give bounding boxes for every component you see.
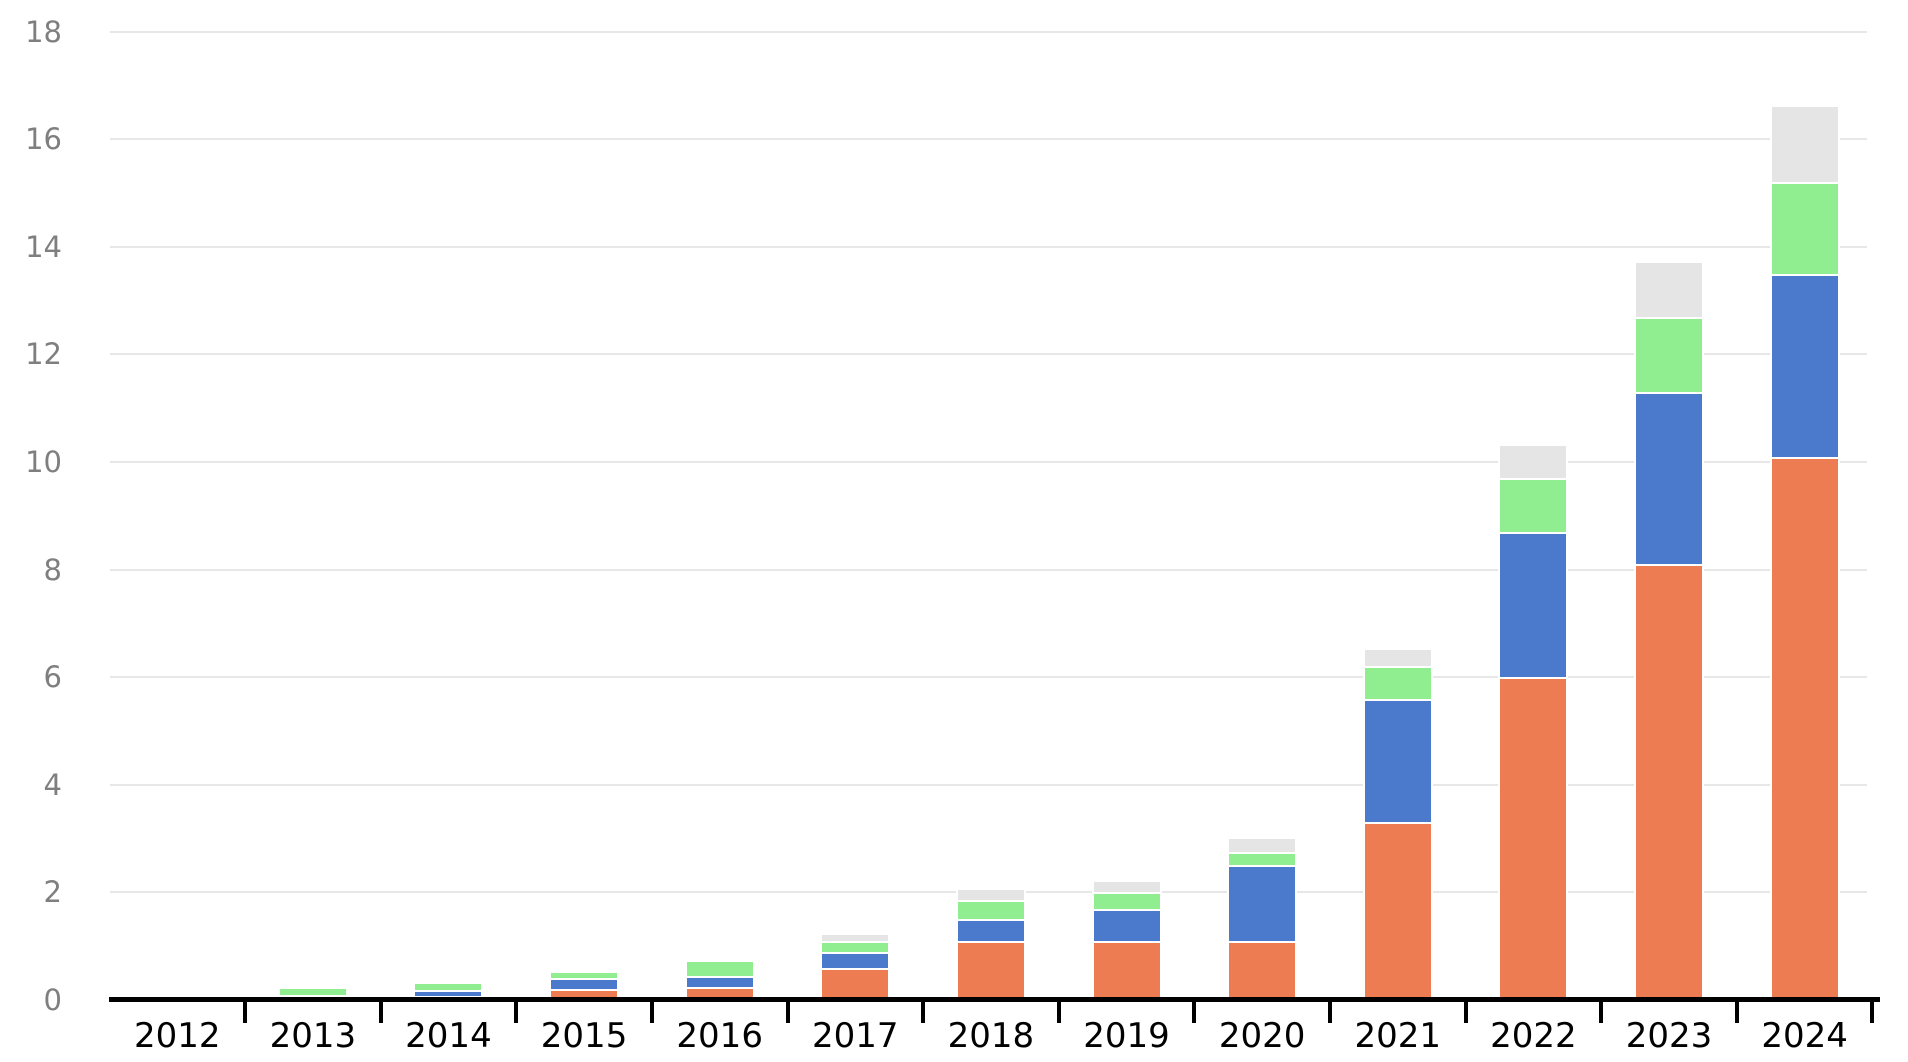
x-axis-tick-13 [1870,1000,1875,1023]
bar-segment-blue-2015 [551,978,618,990]
bar-segment-blue-2019 [1093,908,1160,941]
x-axis-tick-1 [243,1000,248,1023]
gridline-12 [110,353,1868,356]
y-axis-label-8: 8 [43,552,62,587]
x-axis-label-2023: 2023 [1625,1016,1713,1056]
bar-segment-orange-2019 [1093,940,1160,1000]
bar-segment-green-2022 [1500,478,1567,532]
bar-segment-blue-2013 [279,994,346,999]
bar-segment-orange-2017 [822,967,889,1000]
bar-segment-blue-2020 [1229,865,1296,941]
x-axis-label-2022: 2022 [1490,1016,1577,1056]
bar-segment-orange-2022 [1500,677,1567,1000]
x-axis-label-2017: 2017 [812,1016,899,1056]
x-axis-tick-8 [1192,1000,1197,1023]
bar-segment-green-2015 [551,973,618,979]
y-axis-label-6: 6 [43,660,62,695]
x-axis-tick-9 [1327,1000,1332,1023]
x-axis-tick-12 [1734,1000,1739,1023]
x-axis-label-2018: 2018 [947,1016,1035,1056]
x-axis-label-2012: 2012 [133,1016,221,1056]
bar-segment-gray-2019 [1093,881,1160,893]
bar-segment-blue-2017 [822,951,889,968]
x-axis-tick-2 [378,1000,383,1023]
y-axis-label-10: 10 [25,445,62,479]
x-axis-label-2015: 2015 [540,1016,628,1056]
bar-segment-blue-2024 [1771,273,1838,457]
bar-segment-green-2013 [279,989,346,995]
x-axis-label-2014: 2014 [405,1016,492,1056]
x-axis-tick-3 [514,1000,519,1023]
bar-segment-orange-2018 [957,940,1024,1000]
gridline-10 [110,461,1868,463]
y-axis-label-2: 2 [43,875,62,910]
bar-segment-orange-2024 [1771,456,1838,1000]
x-axis-label-2016: 2016 [676,1016,763,1056]
gridline-16 [110,138,1868,141]
bar-segment-blue-2018 [957,919,1024,941]
x-axis-label-2020: 2020 [1218,1016,1306,1056]
bar-segment-gray-2024 [1771,106,1838,183]
bar-segment-green-2019 [1093,892,1160,909]
x-axis-label-2013: 2013 [269,1016,357,1056]
x-axis-line [109,997,1881,1002]
y-axis-label-0: 0 [43,983,62,1017]
gridline-4 [110,783,1868,786]
y-axis-label-14: 14 [25,229,62,264]
bar-segment-orange-2023 [1636,564,1703,1000]
bar-segment-orange-2021 [1364,822,1431,1000]
y-axis-label-12: 12 [25,337,62,372]
bar-segment-gray-2018 [957,889,1024,901]
x-axis-tick-10 [1463,1000,1468,1023]
bar-segment-orange-2020 [1229,940,1296,1000]
x-axis-label-2021: 2021 [1354,1016,1442,1056]
bar-segment-gray-2023 [1636,262,1703,317]
bar-segment-green-2023 [1636,316,1703,393]
x-axis-tick-5 [785,1000,790,1023]
bar-segment-green-2017 [822,940,889,952]
bar-segment-blue-2022 [1500,531,1567,678]
bar-segment-gray-2017 [822,935,889,941]
gridline-6 [110,676,1868,679]
bar-segment-blue-2021 [1364,698,1431,823]
bar-segment-blue-2014 [415,989,482,996]
bar-segment-green-2020 [1229,852,1296,866]
bar-segment-gray-2021 [1364,650,1431,667]
y-axis-label-18: 18 [25,14,62,49]
bar-segment-green-2021 [1364,666,1431,699]
x-axis-tick-6 [921,1000,926,1023]
bar-segment-blue-2016 [686,975,753,987]
bar-segment-gray-2022 [1500,445,1567,479]
y-axis-label-4: 4 [43,767,62,802]
y-axis-label-16: 16 [25,122,62,157]
bar-segment-orange-2016 [686,986,753,1000]
bar-segment-orange-2015 [551,989,618,1000]
gridline-14 [110,245,1868,248]
gridline-18 [110,30,1868,33]
bar-segment-blue-2023 [1636,392,1703,565]
gridline-8 [110,568,1868,571]
x-axis-label-2024: 2024 [1761,1016,1848,1056]
x-axis-tick-4 [649,1000,654,1023]
x-axis-tick-7 [1056,1000,1061,1023]
bar-segment-green-2018 [957,900,1024,920]
bar-segment-green-2014 [415,983,482,990]
x-axis-tick-11 [1599,1000,1604,1023]
x-axis-label-2019: 2019 [1083,1016,1170,1056]
bar-segment-green-2016 [686,962,753,976]
bar-segment-gray-2020 [1229,838,1296,853]
bar-segment-green-2024 [1771,182,1838,274]
